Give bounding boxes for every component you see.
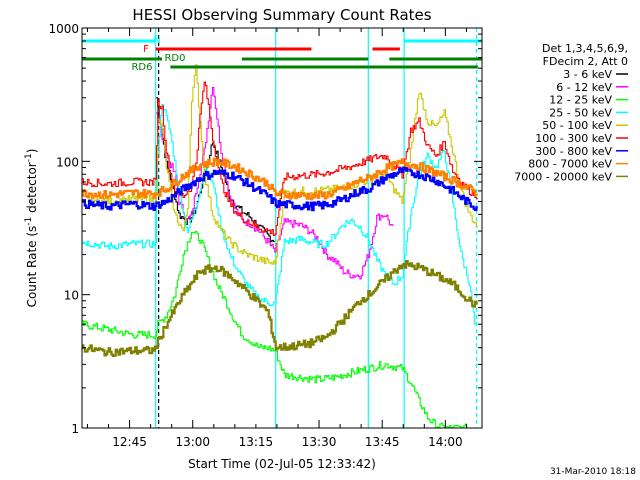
y-tick-label: 1000 [48, 22, 79, 36]
y-axis: 1 10 100 1000 [48, 22, 482, 436]
y-tick-label: 10 [64, 289, 79, 303]
y-axis-label-sup2: -1 [24, 153, 34, 162]
legend-entry-6: 300 - 800 keV [535, 145, 612, 158]
y-axis-label-part3: ) [25, 149, 39, 154]
x-tick-label: 13:30 [302, 435, 337, 449]
legend-header-1: Det 1,3,4,5,6,9, [542, 42, 628, 55]
series-line-2 [82, 230, 482, 428]
y-axis-label-sup1: -1 [24, 217, 34, 226]
series-line-8 [82, 260, 478, 357]
plot-frame [81, 27, 483, 429]
legend: Det 1,3,4,5,6,9, FDecim 2, Att 0 3 - 6 k… [514, 42, 628, 183]
y-axis-label: Count Rate (s-1 detector-1) [24, 149, 39, 308]
legend-entry-1: 6 - 12 keV [556, 81, 612, 94]
series-line-3 [82, 104, 476, 325]
flag-label-rd6: RD6 [131, 62, 152, 73]
y-axis-label-part2: detector [25, 162, 39, 217]
x-tick-label: 13:00 [175, 435, 210, 449]
flag-label-n: N [153, 35, 160, 46]
legend-entry-5: 100 - 300 keV [535, 132, 612, 145]
legend-header-2: FDecim 2, Att 0 [543, 55, 628, 68]
chart-title: HESSI Observing Summary Count Rates [132, 6, 431, 24]
legend-entry-0: 3 - 6 keV [563, 68, 612, 81]
series-line-7 [82, 157, 478, 201]
legend-entry-3: 25 - 50 keV [549, 106, 612, 119]
x-tick-label: 12:45 [112, 435, 147, 449]
flag-label-rd0: RD0 [164, 53, 185, 64]
legend-entry-2: 12 - 25 keV [549, 94, 612, 107]
y-axis-label-part1: Count Rate (s [25, 226, 39, 308]
y-tick-label: 100 [56, 155, 79, 169]
y-tick-label: 1 [71, 422, 79, 436]
series-line-6 [82, 166, 478, 212]
footer-date: 31-Mar-2010 18:18 [550, 467, 636, 477]
legend-entry-4: 50 - 100 keV [542, 119, 612, 132]
legend-entry-8: 7000 - 20000 keV [514, 170, 612, 183]
series-line-1 [156, 86, 394, 280]
x-axis: 12:45 13:00 13:15 13:30 13:45 14:00 [86, 28, 467, 449]
flag-label-f: F [143, 44, 149, 55]
legend-entry-7: 800 - 7000 keV [528, 158, 612, 171]
x-axis-label: Start Time (02-Jul-05 12:33:42) [188, 457, 376, 471]
x-tick-label: 13:45 [365, 435, 400, 449]
series-line-5 [82, 81, 478, 237]
x-tick-label: 13:15 [239, 435, 274, 449]
x-tick-label: 14:00 [428, 435, 463, 449]
